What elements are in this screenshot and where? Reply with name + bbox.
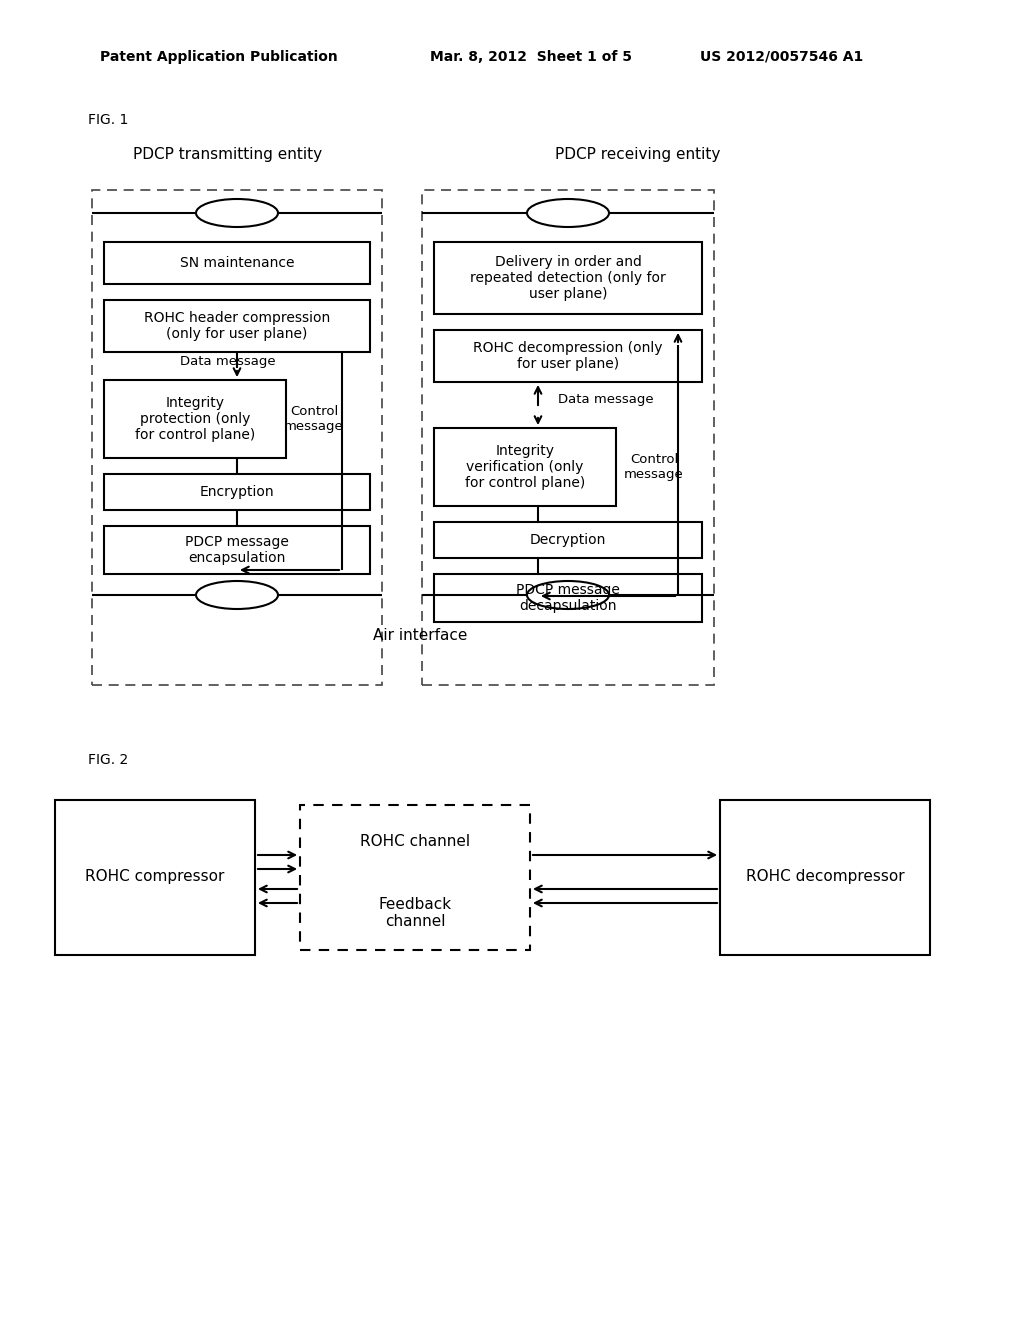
Text: Data message: Data message — [180, 355, 275, 368]
Text: PDCP message
encapsulation: PDCP message encapsulation — [185, 535, 289, 565]
Text: PDCP message
decapsulation: PDCP message decapsulation — [516, 583, 620, 612]
Bar — [434, 574, 702, 622]
Text: Mar. 8, 2012  Sheet 1 of 5: Mar. 8, 2012 Sheet 1 of 5 — [430, 50, 632, 63]
Text: Integrity
protection (only
for control plane): Integrity protection (only for control p… — [135, 396, 255, 442]
Text: FIG. 1: FIG. 1 — [88, 114, 128, 127]
Bar — [104, 300, 370, 352]
Bar — [104, 380, 286, 458]
Text: PDCP transmitting entity: PDCP transmitting entity — [133, 148, 323, 162]
Text: Encryption: Encryption — [200, 484, 274, 499]
Bar — [434, 428, 616, 506]
Text: Data message: Data message — [558, 393, 653, 407]
Bar — [434, 242, 702, 314]
Text: ROHC header compression
(only for user plane): ROHC header compression (only for user p… — [144, 312, 330, 341]
Text: ROHC channel: ROHC channel — [360, 833, 470, 849]
Text: ROHC compressor: ROHC compressor — [85, 870, 224, 884]
Bar — [104, 525, 370, 574]
Text: Control
message: Control message — [284, 405, 344, 433]
Text: Feedback
channel: Feedback channel — [379, 896, 452, 929]
Bar — [55, 800, 255, 954]
Text: SN maintenance: SN maintenance — [180, 256, 294, 271]
Text: ROHC decompressor: ROHC decompressor — [745, 870, 904, 884]
Text: PDCP receiving entity: PDCP receiving entity — [555, 148, 721, 162]
Text: Patent Application Publication: Patent Application Publication — [100, 50, 338, 63]
Text: US 2012/0057546 A1: US 2012/0057546 A1 — [700, 50, 863, 63]
Text: Control
message: Control message — [624, 453, 684, 480]
Bar — [434, 330, 702, 381]
Bar — [104, 242, 370, 284]
Bar — [720, 800, 930, 954]
Text: Air interface: Air interface — [373, 627, 467, 643]
Text: Integrity
verification (only
for control plane): Integrity verification (only for control… — [465, 444, 585, 490]
Bar — [434, 521, 702, 558]
Bar — [422, 190, 714, 685]
Text: Delivery in order and
repeated detection (only for
user plane): Delivery in order and repeated detection… — [470, 255, 666, 301]
Bar — [104, 474, 370, 510]
Text: ROHC decompression (only
for user plane): ROHC decompression (only for user plane) — [473, 341, 663, 371]
Text: Decryption: Decryption — [529, 533, 606, 546]
Bar — [300, 805, 530, 950]
Bar — [92, 190, 382, 685]
Text: FIG. 2: FIG. 2 — [88, 752, 128, 767]
